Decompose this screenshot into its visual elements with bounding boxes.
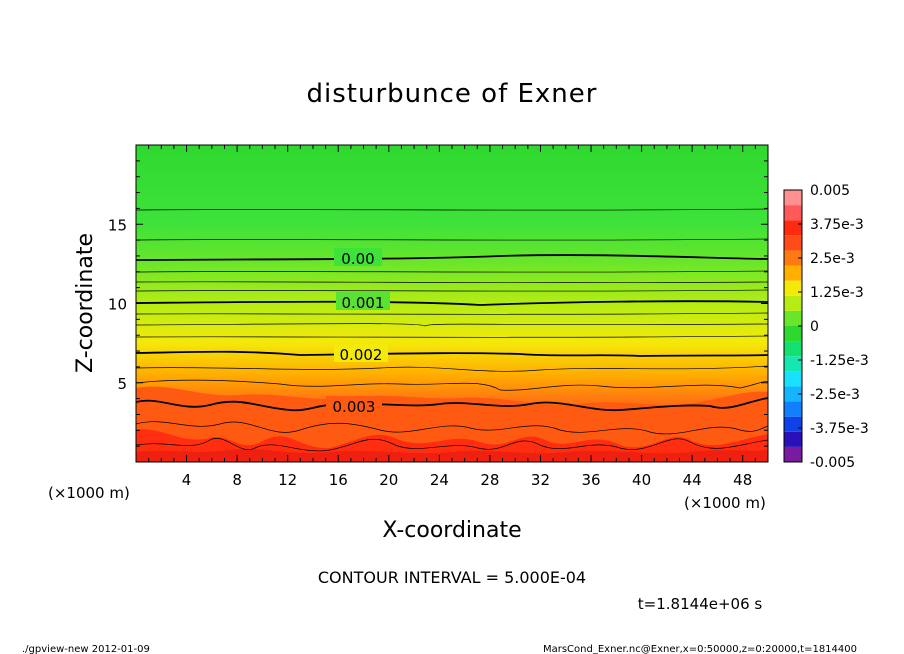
colorbar-tick-label: -3.75e-3	[810, 421, 869, 437]
y-axis: 5 10 15	[108, 160, 768, 447]
x-tick-label: 48	[733, 471, 752, 489]
colorbar-swatch	[784, 386, 802, 402]
colorbar-swatch	[784, 446, 802, 462]
contour-thin	[136, 238, 768, 241]
x-tick-label: 32	[531, 471, 550, 489]
colorbar-tick-label: 1.25e-3	[810, 285, 864, 301]
y-tick-label: 5	[117, 375, 127, 393]
contour-thin	[136, 289, 768, 292]
contour-interval-text: CONTOUR INTERVAL = 5.000E-04	[318, 568, 586, 587]
x-tick-label: 16	[329, 471, 348, 489]
contour-label-group: 0.00 0.001 0.002 0.003	[326, 248, 390, 416]
colorbar-swatch	[784, 265, 802, 281]
plot-area	[136, 145, 768, 462]
colorbar-tick-label: 2.5e-3	[810, 251, 855, 267]
contour-thin	[136, 365, 768, 372]
colorbar-swatch	[784, 280, 802, 296]
colorbar-swatch	[784, 326, 802, 342]
contour-thick-1	[136, 300, 768, 306]
x-tick-label: 8	[232, 471, 242, 489]
x-tick-label: 40	[632, 471, 651, 489]
x-tick-label: 4	[182, 471, 192, 489]
colorbar-swatch	[784, 416, 802, 432]
colorbar-swatch	[784, 235, 802, 251]
colorbar-tick-label: 3.75e-3	[810, 217, 864, 233]
x-tick-label: 20	[379, 471, 398, 489]
colorbar-tick-label: -2.5e-3	[810, 387, 860, 403]
contour-thin	[136, 438, 768, 452]
contour-thin	[136, 323, 768, 327]
colorbar-swatch	[784, 205, 802, 221]
colorbar-tick-label: -1.25e-3	[810, 353, 869, 369]
colorbar-swatch	[784, 356, 802, 372]
band-deep-red	[136, 449, 768, 462]
x-tick-label: 12	[278, 471, 297, 489]
colorbar-tick-label: 0.005	[810, 183, 850, 199]
contour-label: 0.002	[340, 346, 383, 364]
colorbar-tick-label: 0	[810, 319, 819, 335]
contour-thin	[136, 421, 768, 435]
colorbar-swatch	[784, 250, 802, 266]
contour-lines	[136, 208, 768, 452]
x-axis-label: X-coordinate	[382, 518, 521, 543]
time-text: t=1.8144e+06 s	[638, 595, 763, 613]
x-unit-label-left: (×1000 m)	[48, 484, 130, 502]
contour-label: 0.003	[333, 398, 376, 416]
colorbar-swatch	[784, 295, 802, 311]
x-tick-label: 44	[683, 471, 702, 489]
contour-thin	[136, 335, 768, 338]
y-tick-label: 15	[108, 216, 127, 234]
y-axis-label: Z-coordinate	[73, 233, 98, 373]
x-unit-label-right: (×1000 m)	[684, 494, 766, 512]
colorbar: 0.005 3.75e-3 2.5e-3 1.25e-3 0 -1.25e-3 -2.5e-…	[783, 183, 869, 471]
x-tick-label: 24	[430, 471, 449, 489]
colorbar-swatch	[784, 310, 802, 326]
contour-thin	[136, 312, 768, 315]
colorbar-swatch	[784, 431, 802, 447]
colorbar-swatch	[784, 190, 802, 206]
y-tick-label: 10	[108, 296, 127, 314]
contour-label: 0.001	[342, 294, 385, 312]
contour-thin	[136, 379, 768, 391]
x-axis: 4 8 12 16 20 24 28 32 36 40 44 48	[148, 145, 756, 489]
footer-left-text: ./gpview-new 2012-01-09	[22, 644, 150, 654]
x-tick-label: 36	[581, 471, 600, 489]
colorbar-swatch	[784, 401, 802, 417]
contour-label: 0.00	[341, 250, 374, 268]
contour-thick-2	[136, 350, 768, 357]
contour-thick-0	[136, 254, 768, 261]
contour-thin	[136, 208, 768, 211]
colorbar-swatch	[784, 371, 802, 387]
colorbar-tick-label: -0.005	[810, 455, 855, 471]
contour-thin	[136, 281, 768, 284]
footer-right-text: MarsCond_Exner.nc@Exner,x=0:50000,z=0:20…	[543, 644, 857, 654]
chart-title: disturbunce of Exner	[307, 79, 598, 109]
colorbar-swatch	[784, 220, 802, 236]
contour-thick-3	[136, 397, 768, 412]
colorbar-swatch	[784, 341, 802, 357]
x-tick-label: 28	[480, 471, 499, 489]
contour-thin	[136, 270, 768, 273]
